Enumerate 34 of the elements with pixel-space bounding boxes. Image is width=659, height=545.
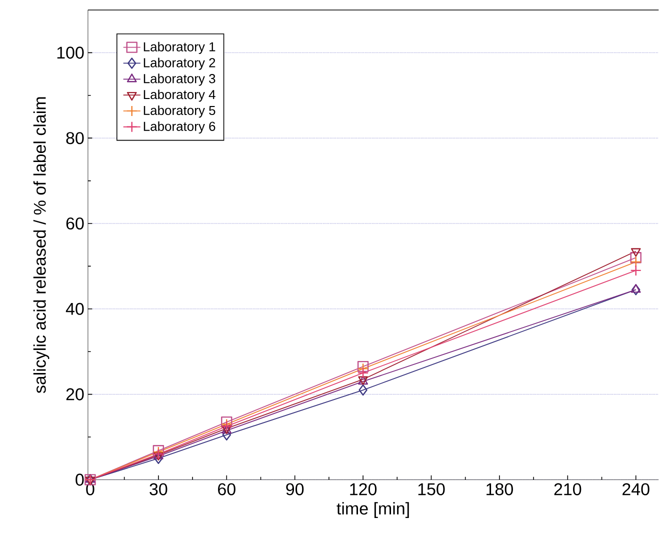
y-tick-label: 80: [66, 132, 84, 144]
x-axis-title: time [min]: [336, 502, 409, 518]
x-tick-label: 30: [150, 483, 168, 496]
point: [630, 265, 642, 276]
legend-label: Laboratory 5: [144, 106, 216, 118]
y-tick-label: 0: [76, 474, 84, 486]
x-tick-label: 90: [286, 483, 304, 496]
x-tick-label: 150: [418, 483, 445, 496]
point: [221, 420, 232, 432]
x-tick-label: 240: [622, 483, 650, 496]
legend-label: Laboratory 2: [144, 58, 216, 70]
y-tick-label: 40: [66, 303, 84, 316]
y-tick-label: 100: [57, 46, 84, 59]
x-tick-label: 180: [486, 483, 513, 496]
point: [630, 252, 642, 264]
legend-label: Laboratory 1: [144, 42, 216, 54]
point: [154, 452, 163, 464]
y-tick-label: 60: [66, 218, 84, 230]
legend-label: Laboratory 6: [144, 122, 216, 134]
point: [358, 384, 368, 396]
x-tick-label: 60: [218, 483, 236, 496]
point: [630, 256, 642, 268]
x-tick-label: 210: [554, 483, 582, 496]
point: [222, 429, 231, 441]
x-tick-label: 120: [350, 483, 377, 496]
point: [630, 284, 641, 293]
point: [85, 474, 96, 483]
point: [357, 368, 369, 379]
legend-label: Laboratory 4: [144, 90, 216, 102]
y-axis-title: salicylic acid released / % of label claim: [33, 97, 50, 394]
legend-label: Laboratory 3: [144, 74, 216, 86]
point: [630, 248, 641, 258]
point: [632, 284, 640, 296]
y-tick-label: 20: [66, 388, 84, 400]
